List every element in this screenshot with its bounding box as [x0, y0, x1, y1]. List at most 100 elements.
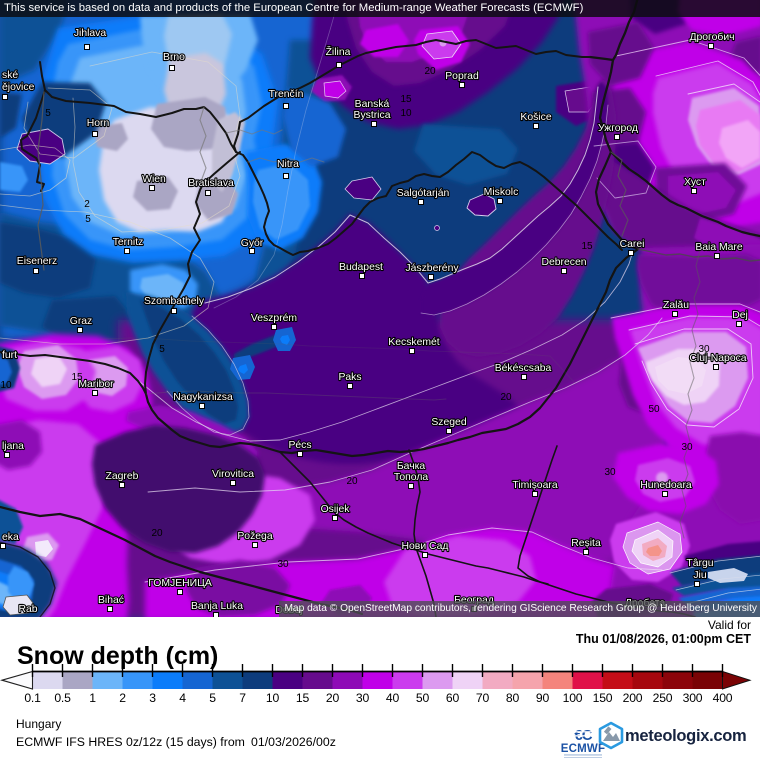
svg-text:Baia Mare: Baia Mare [695, 242, 743, 253]
svg-text:Budapest: Budapest [339, 262, 383, 273]
svg-text:Maribor: Maribor [78, 379, 114, 390]
svg-text:ějovice: ějovice [2, 82, 35, 93]
svg-text:5: 5 [159, 344, 165, 355]
svg-text:Nagykanizsa: Nagykanizsa [173, 392, 233, 403]
svg-text:ljana: ljana [2, 441, 24, 452]
svg-text:100: 100 [563, 691, 583, 705]
svg-text:Bystrica: Bystrica [354, 110, 391, 121]
svg-text:Paks: Paks [338, 372, 361, 383]
svg-text:Ternitz: Ternitz [113, 237, 144, 248]
svg-text:50: 50 [416, 691, 430, 705]
svg-text:Dej: Dej [732, 310, 748, 321]
svg-text:Kecskemét: Kecskemét [388, 337, 440, 348]
svg-text:Žilina: Žilina [326, 45, 351, 58]
svg-text:Košice: Košice [520, 112, 551, 123]
svg-text:2: 2 [119, 691, 126, 705]
svg-text:Poprad: Poprad [445, 71, 479, 82]
svg-text:15: 15 [296, 691, 310, 705]
svg-text:0.1: 0.1 [24, 691, 41, 705]
svg-text:200: 200 [623, 691, 643, 705]
svg-text:150: 150 [593, 691, 613, 705]
svg-text:Ужгород: Ужгород [598, 123, 638, 134]
svg-text:0.5: 0.5 [54, 691, 71, 705]
svg-text:Jihlava: Jihlava [74, 28, 107, 39]
svg-text:20: 20 [326, 691, 340, 705]
svg-text:Banská: Banská [355, 99, 390, 110]
svg-text:2: 2 [84, 199, 90, 210]
svg-text:ské: ské [2, 70, 18, 81]
svg-text:4: 4 [179, 691, 186, 705]
svg-text:meteologix.com: meteologix.com [625, 727, 746, 745]
svg-text:Nitra: Nitra [277, 159, 299, 170]
svg-text:Osijek: Osijek [321, 504, 351, 515]
svg-text:eka: eka [2, 532, 19, 543]
svg-text:Virovitica: Virovitica [212, 469, 254, 480]
svg-text:furt: furt [2, 350, 17, 361]
svg-text:ECMWF: ECMWF [561, 743, 605, 755]
svg-text:Wien: Wien [142, 174, 166, 185]
svg-text:Graz: Graz [70, 316, 93, 327]
svg-text:Szeged: Szeged [431, 417, 466, 428]
svg-text:30: 30 [356, 691, 370, 705]
svg-text:3: 3 [149, 691, 156, 705]
svg-text:10: 10 [266, 691, 280, 705]
svg-text:Cluj-Napoca: Cluj-Napoca [689, 353, 746, 364]
svg-text:Salgótarján: Salgótarján [397, 188, 450, 199]
svg-text:Hunedoara: Hunedoara [640, 480, 692, 491]
svg-text:Rab: Rab [18, 604, 37, 615]
svg-text:Jiu: Jiu [693, 570, 707, 581]
svg-text:Veszprém: Veszprém [251, 313, 297, 324]
svg-text:30: 30 [604, 467, 616, 478]
svg-text:250: 250 [653, 691, 673, 705]
svg-text:30: 30 [681, 442, 693, 453]
svg-text:70: 70 [476, 691, 490, 705]
svg-text:90: 90 [536, 691, 550, 705]
svg-text:Бачка: Бачка [397, 461, 426, 472]
svg-text:Brno: Brno [163, 52, 185, 63]
svg-text:15: 15 [400, 94, 412, 105]
svg-text:5: 5 [45, 108, 51, 119]
svg-text:5: 5 [85, 214, 91, 225]
svg-text:80: 80 [506, 691, 520, 705]
svg-text:30: 30 [698, 344, 710, 355]
svg-text:7: 7 [239, 691, 246, 705]
svg-text:50: 50 [648, 404, 660, 415]
svg-text:Carei: Carei [620, 239, 645, 250]
svg-text:Banja Luka: Banja Luka [191, 601, 243, 612]
svg-text:30: 30 [277, 559, 289, 570]
svg-text:15: 15 [71, 372, 83, 383]
svg-text:Bratislava: Bratislava [188, 178, 234, 189]
svg-text:10: 10 [0, 380, 12, 391]
svg-text:Zagreb: Zagreb [106, 471, 139, 482]
svg-text:Хуст: Хуст [684, 177, 706, 188]
svg-text:15: 15 [581, 241, 593, 252]
svg-text:Békéscsaba: Békéscsaba [495, 363, 552, 374]
svg-text:Szombathely: Szombathely [144, 296, 205, 307]
svg-text:Târgu: Târgu [686, 558, 713, 569]
svg-text:1: 1 [89, 691, 96, 705]
svg-text:Debrecen: Debrecen [541, 257, 586, 268]
svg-text:Reșita: Reșita [571, 538, 601, 549]
svg-text:10: 10 [400, 108, 412, 119]
svg-text:Győr: Győr [241, 238, 264, 249]
svg-text:20: 20 [500, 392, 512, 403]
svg-text:20: 20 [346, 476, 358, 487]
svg-text:400: 400 [713, 691, 733, 705]
svg-text:5: 5 [209, 691, 216, 705]
svg-text:Požega: Požega [237, 531, 272, 542]
svg-text:Топола: Топола [394, 472, 429, 483]
svg-text:Pécs: Pécs [288, 440, 311, 451]
svg-text:Нови Сад: Нови Сад [402, 541, 449, 552]
svg-text:Timișoara: Timișoara [512, 480, 557, 491]
svg-text:ГОМЈЕНИЦА: ГОМЈЕНИЦА [148, 578, 212, 589]
svg-text:Jászberény: Jászberény [405, 263, 459, 274]
svg-text:20: 20 [151, 528, 163, 539]
svg-text:40: 40 [386, 691, 400, 705]
svg-text:Miskolc: Miskolc [484, 187, 519, 198]
svg-text:300: 300 [683, 691, 703, 705]
svg-text:Дрогобич: Дрогобич [689, 31, 734, 43]
svg-text:Trenčín: Trenčín [269, 89, 304, 100]
svg-text:Eisenerz: Eisenerz [17, 256, 57, 267]
svg-text:Zalău: Zalău [663, 300, 689, 311]
svg-text:Bihać: Bihać [98, 595, 124, 606]
